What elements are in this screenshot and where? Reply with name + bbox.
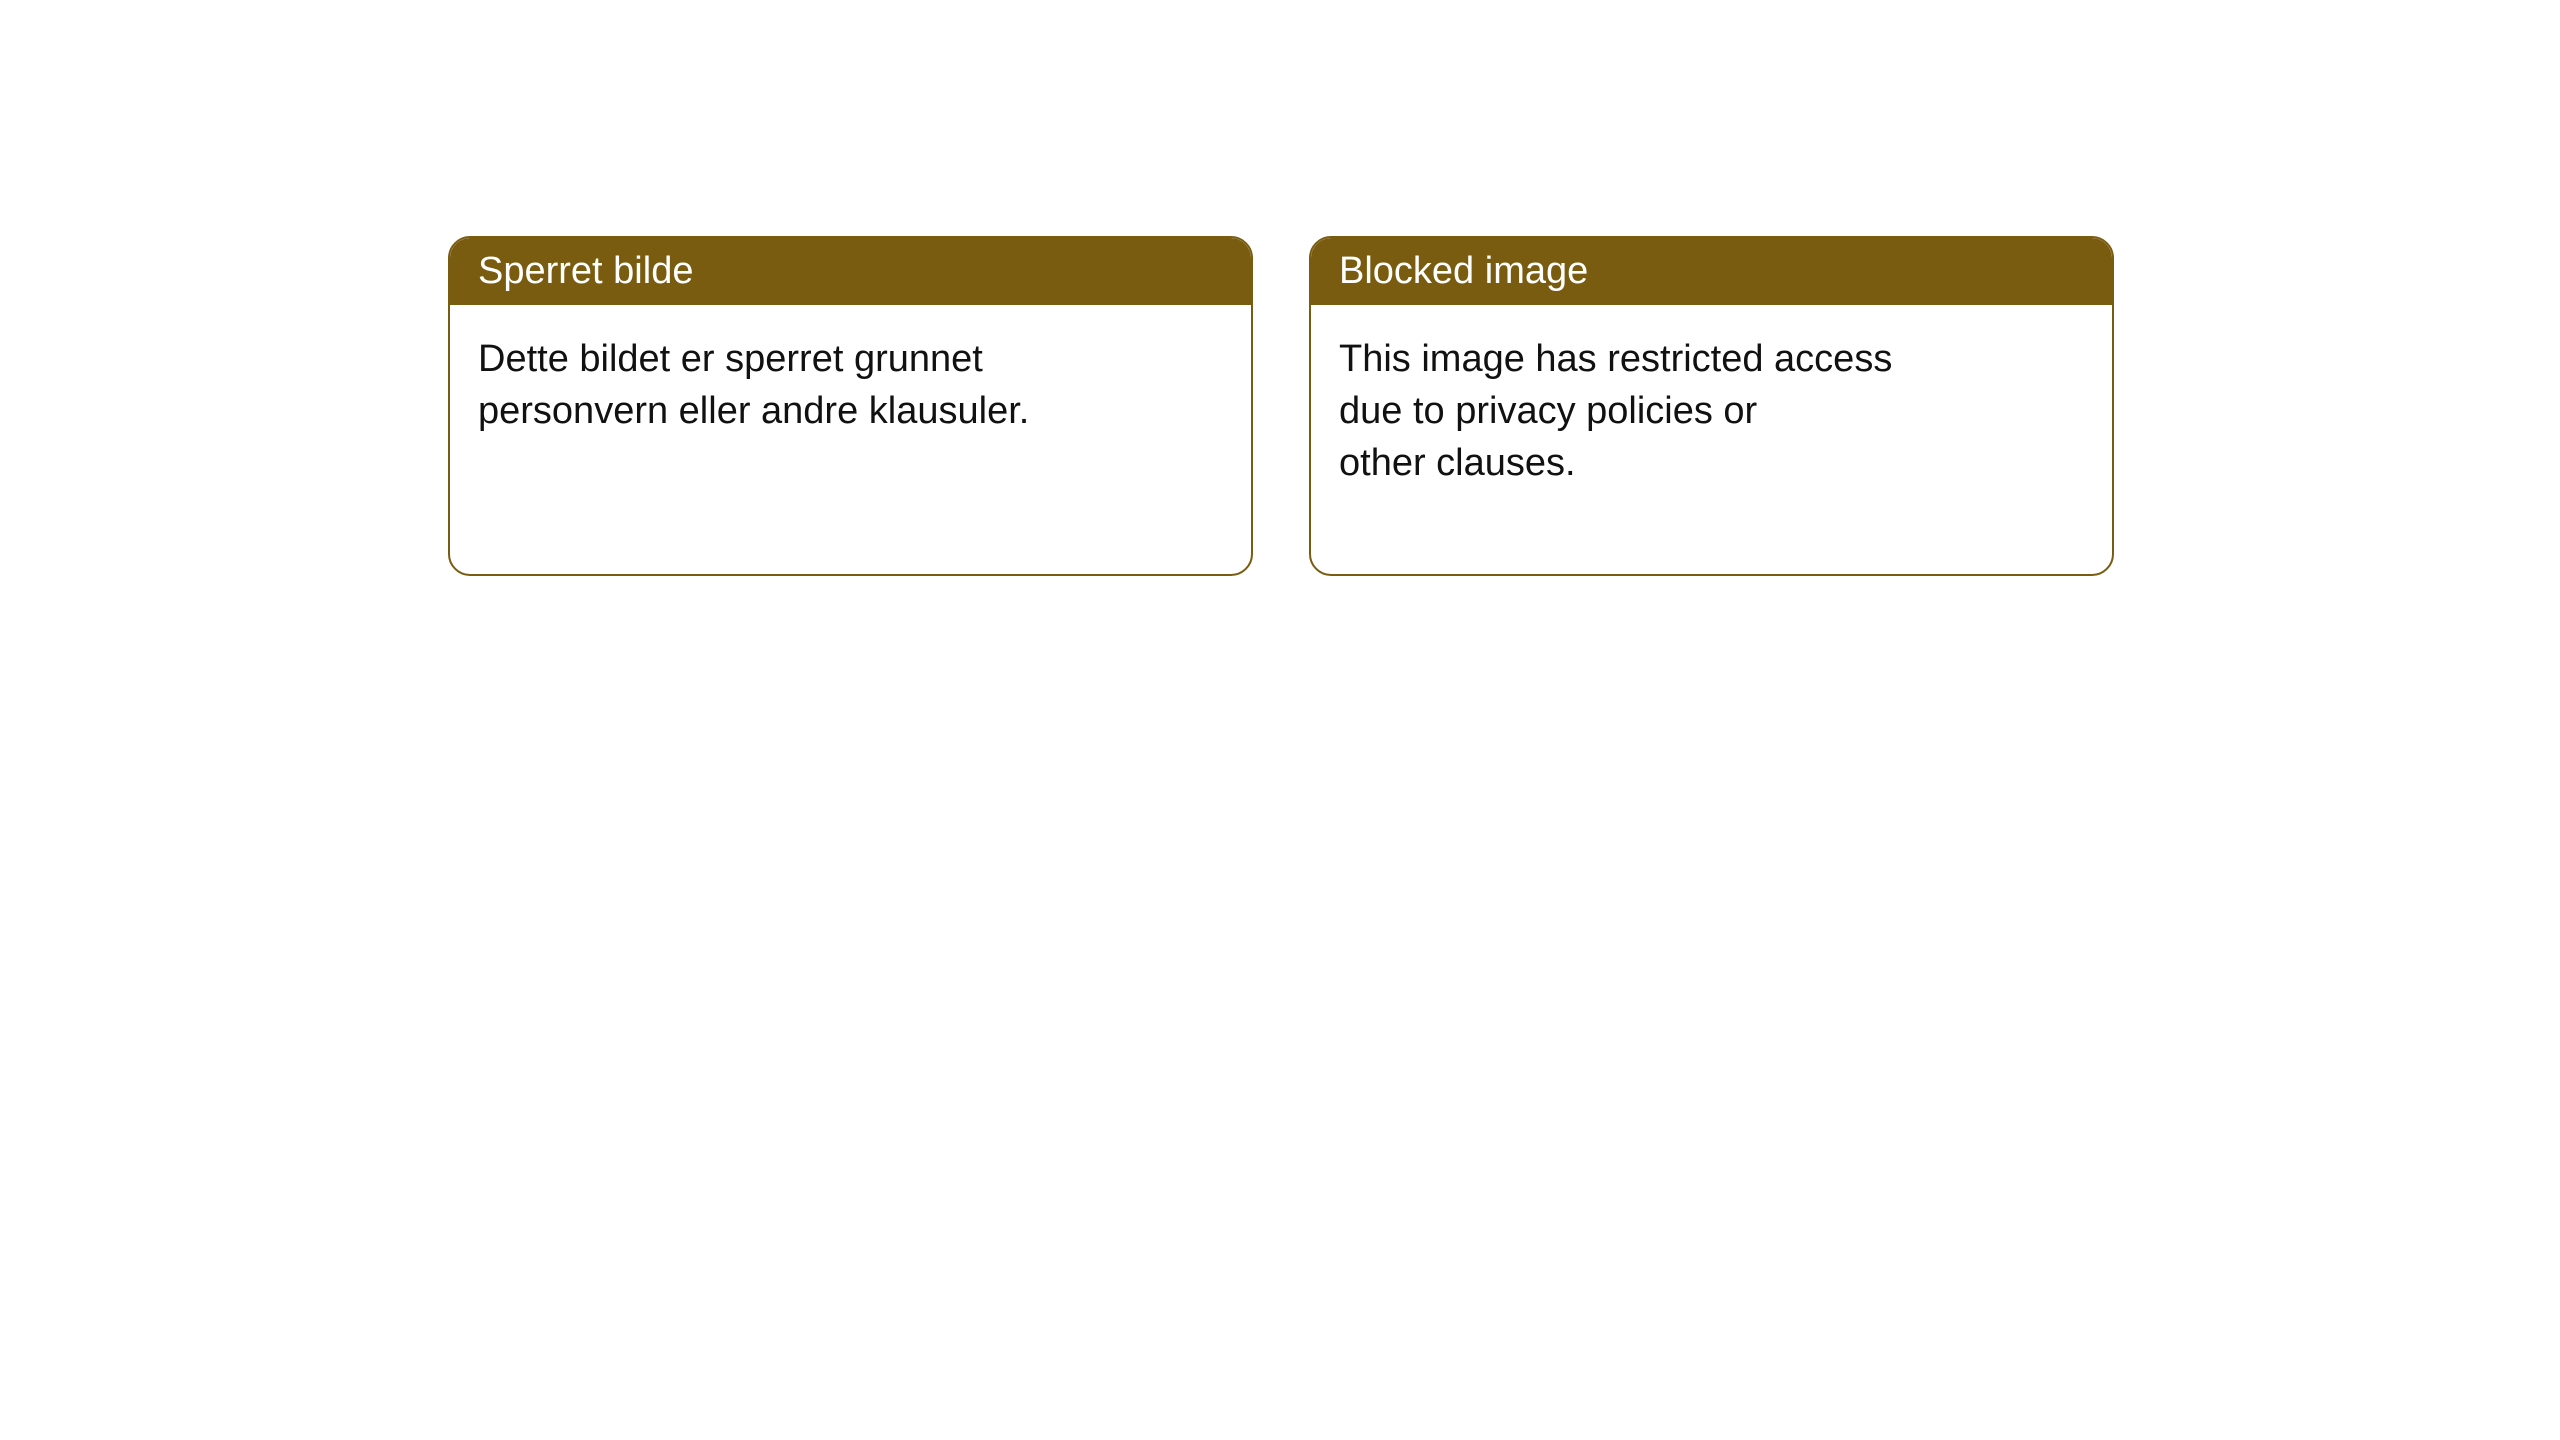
notice-body: Dette bildet er sperret grunnet personve… bbox=[450, 305, 1251, 465]
notice-container: Sperret bilde Dette bildet er sperret gr… bbox=[448, 236, 2114, 576]
notice-title: Sperret bilde bbox=[450, 238, 1251, 305]
notice-card-en: Blocked image This image has restricted … bbox=[1309, 236, 2114, 576]
notice-body: This image has restricted access due to … bbox=[1311, 305, 2112, 517]
notice-card-no: Sperret bilde Dette bildet er sperret gr… bbox=[448, 236, 1253, 576]
notice-title: Blocked image bbox=[1311, 238, 2112, 305]
